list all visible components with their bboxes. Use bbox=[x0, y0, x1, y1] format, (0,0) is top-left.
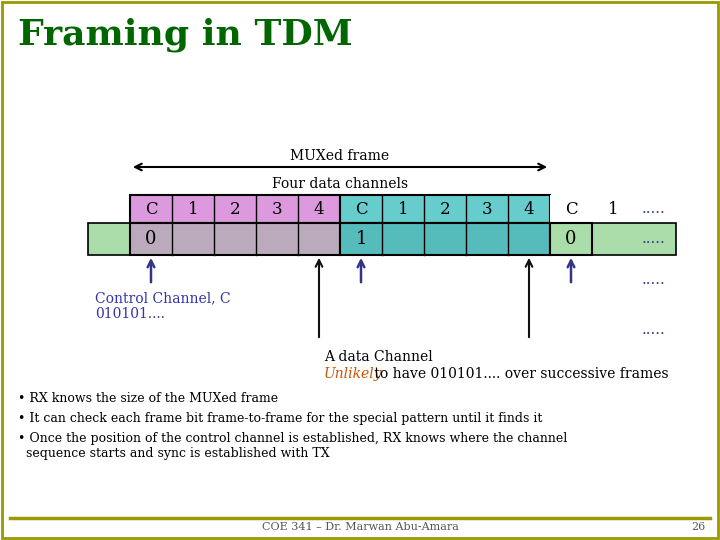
Text: 1: 1 bbox=[355, 230, 366, 248]
Text: Control Channel, C
010101....: Control Channel, C 010101.... bbox=[95, 291, 230, 321]
Bar bbox=[130, 223, 340, 255]
Text: 1: 1 bbox=[397, 200, 408, 218]
Text: 1: 1 bbox=[608, 200, 618, 218]
Bar bbox=[340, 195, 550, 223]
Text: 0: 0 bbox=[145, 230, 157, 248]
Text: 26: 26 bbox=[692, 522, 706, 532]
Text: • It can check each frame bit frame-to-frame for the special pattern until it fi: • It can check each frame bit frame-to-f… bbox=[18, 412, 542, 425]
Text: MUXed frame: MUXed frame bbox=[290, 149, 390, 163]
Text: Unlikely: Unlikely bbox=[324, 367, 382, 381]
Bar bbox=[550, 195, 592, 223]
Text: • RX knows the size of the MUXed frame: • RX knows the size of the MUXed frame bbox=[18, 392, 278, 405]
Text: Four data channels: Four data channels bbox=[272, 177, 408, 191]
Text: 2: 2 bbox=[230, 200, 240, 218]
Text: .....: ..... bbox=[642, 273, 666, 287]
Bar bbox=[130, 195, 340, 223]
Text: .....: ..... bbox=[642, 232, 666, 246]
Text: A data Channel: A data Channel bbox=[324, 350, 433, 364]
Bar bbox=[550, 223, 592, 255]
Text: to have 010101.... over successive frames: to have 010101.... over successive frame… bbox=[370, 367, 669, 381]
Text: .....: ..... bbox=[642, 323, 666, 337]
Bar bbox=[88, 223, 676, 255]
Text: 0: 0 bbox=[565, 230, 577, 248]
Text: 2: 2 bbox=[440, 200, 450, 218]
Text: C: C bbox=[564, 200, 577, 218]
Text: C: C bbox=[355, 200, 367, 218]
Text: C: C bbox=[145, 200, 157, 218]
Text: Framing in TDM: Framing in TDM bbox=[18, 18, 353, 52]
Text: COE 341 – Dr. Marwan Abu-Amara: COE 341 – Dr. Marwan Abu-Amara bbox=[261, 522, 459, 532]
Text: 3: 3 bbox=[482, 200, 492, 218]
Text: .....: ..... bbox=[642, 202, 666, 216]
Text: 4: 4 bbox=[523, 200, 534, 218]
Text: 3: 3 bbox=[271, 200, 282, 218]
Bar bbox=[340, 223, 550, 255]
Text: • Once the position of the control channel is established, RX knows where the ch: • Once the position of the control chann… bbox=[18, 432, 567, 460]
Text: 1: 1 bbox=[188, 200, 198, 218]
Text: 4: 4 bbox=[314, 200, 324, 218]
